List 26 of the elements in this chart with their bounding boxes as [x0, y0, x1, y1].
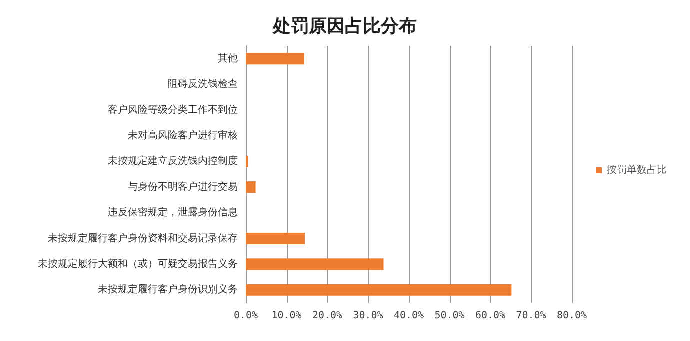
y-tick-label: 阻碍反洗钱检查 [168, 78, 238, 90]
x-tick-label: 0.0% [234, 310, 258, 322]
x-tick-label: 10.0% [272, 310, 302, 322]
bar [246, 232, 306, 245]
legend-label: 按罚单数占比 [607, 164, 667, 176]
bar [246, 284, 512, 296]
y-tick-label: 未对高风险客户进行审核 [128, 129, 238, 142]
x-tick-label: 20.0% [312, 310, 343, 322]
y-tick-label: 其他 [218, 52, 238, 64]
y-tick-label: 未按规定履行客户身份识别义务 [98, 284, 238, 296]
y-tick-label: 与身份不明客户进行交易 [128, 180, 238, 193]
y-tick-label: 违反保密规定，泄露身份信息 [108, 206, 238, 219]
chart-title: 处罚原因占比分布 [272, 16, 417, 36]
y-tick-label: 未按规定建立反洗钱内控制度 [108, 155, 238, 168]
y-tick-label: 未按规定履行客户身份资料和交易记录保存 [48, 232, 238, 244]
y-tick-label: 客户风险等级分类工作不到位 [108, 104, 238, 116]
y-tick-label: 未按规定履行大额和（或）可疑交易报告义务 [38, 258, 238, 270]
x-tick-label: 40.0% [394, 310, 424, 322]
x-tick-label: 70.0% [516, 310, 546, 322]
bar [246, 53, 304, 65]
x-tick-label: 60.0% [475, 310, 506, 322]
x-tick-label: 30.0% [353, 310, 384, 322]
bar [246, 182, 256, 194]
bar [246, 258, 384, 270]
x-tick-label: 50.0% [434, 310, 465, 322]
x-tick-label: 80.0% [556, 310, 588, 322]
